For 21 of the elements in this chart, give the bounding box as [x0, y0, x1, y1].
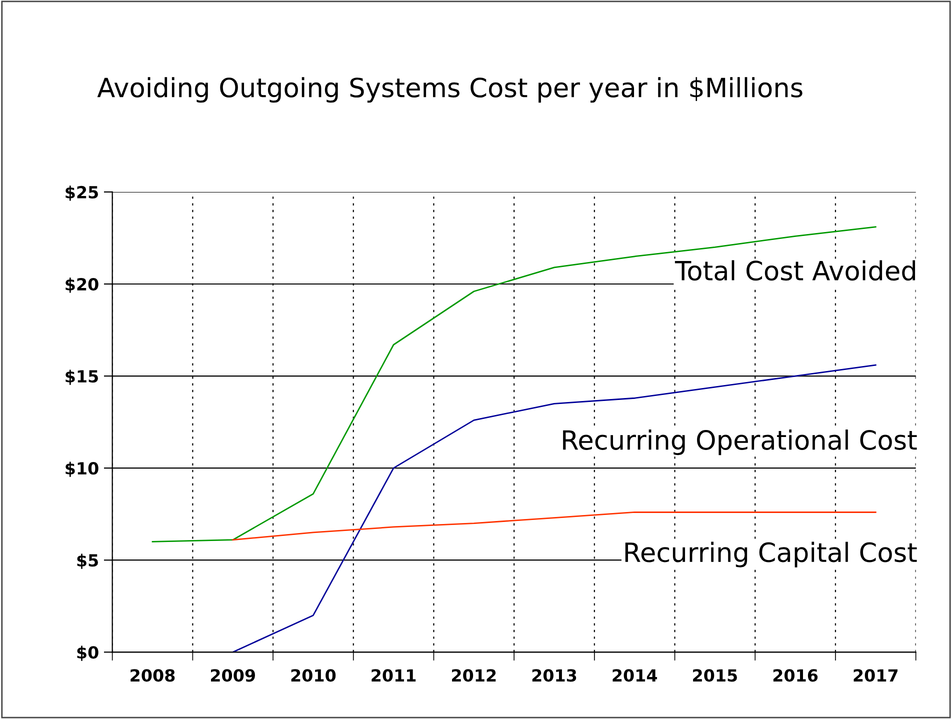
x-tick-label: 2014	[612, 669, 658, 682]
y-tick-label: $25	[66, 186, 98, 201]
x-tick-label: 2013	[532, 669, 576, 682]
y-tick-label: $15	[66, 370, 98, 385]
y-tick-label: $20	[66, 278, 98, 293]
x-tick-label: 2010	[291, 669, 336, 682]
x-tick-label: 2009	[210, 669, 255, 682]
series-label: Total Cost Avoided	[674, 260, 916, 281]
y-tick-label: $0	[77, 646, 98, 661]
series-label: Recurring Operational Cost	[563, 430, 917, 456]
x-tick-label: 2011	[372, 669, 416, 682]
y-tick-label: $10	[66, 462, 98, 477]
x-tick-label: 2017	[854, 669, 898, 682]
x-tick-label: 2008	[130, 669, 175, 682]
x-tick-label: 2016	[773, 669, 818, 682]
x-tick-label: 2015	[693, 669, 737, 682]
chart-title: Avoiding Outgoing Systems Cost per year in $Millions	[97, 77, 802, 103]
y-tick-label: $5	[77, 554, 98, 569]
x-tick-label: 2012	[452, 669, 496, 682]
line-series	[232, 512, 876, 541]
series-label: Recurring Capital Cost	[625, 542, 917, 568]
